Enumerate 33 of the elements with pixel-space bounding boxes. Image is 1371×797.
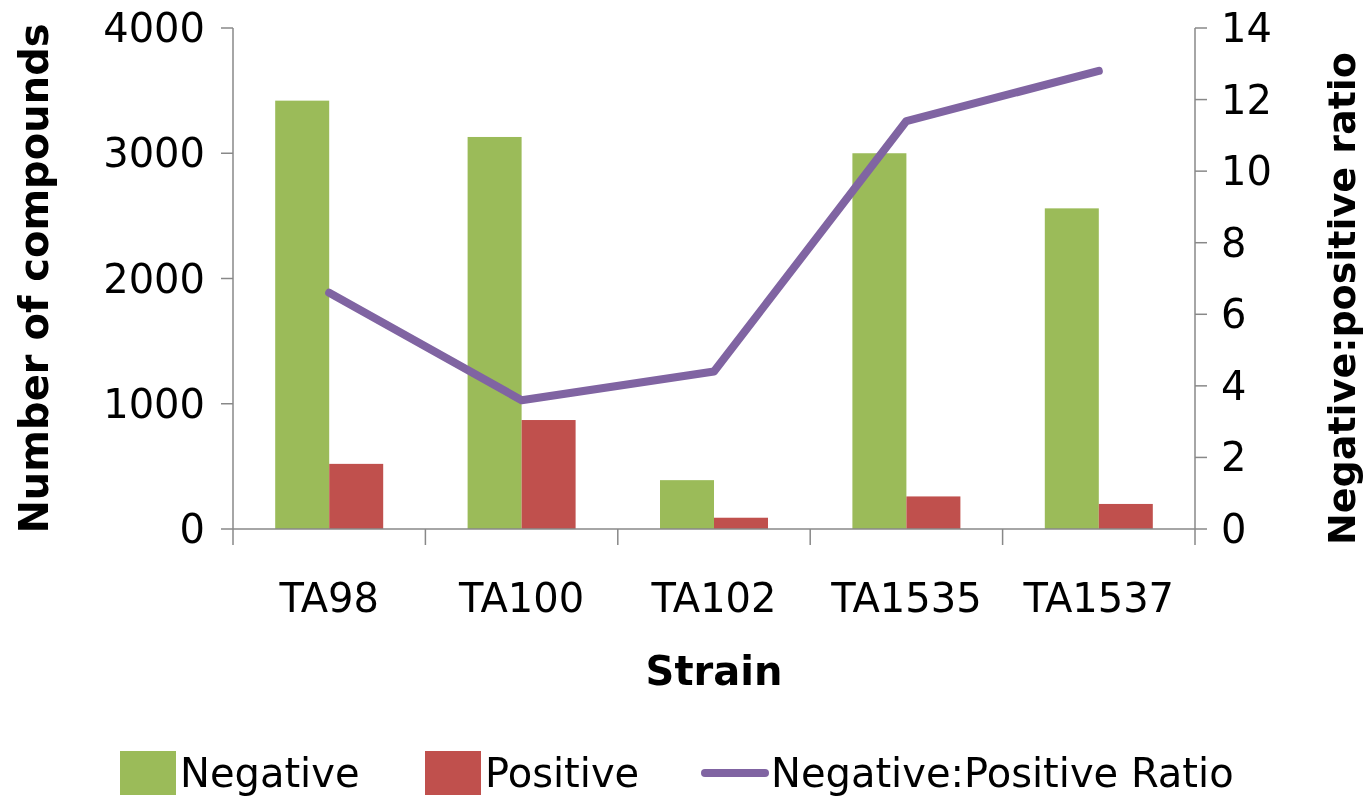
y-axis-title: Number of compounds xyxy=(11,23,57,534)
bar xyxy=(467,136,522,529)
legend-label: Negative xyxy=(180,750,360,796)
bar xyxy=(1044,208,1099,529)
bar xyxy=(329,463,384,529)
y2-tick-label: 12 xyxy=(1221,76,1272,123)
bar xyxy=(1098,503,1153,529)
y2-tick-label: 8 xyxy=(1221,219,1247,266)
legend-label: Positive xyxy=(485,750,640,796)
bar xyxy=(906,496,961,529)
x-tick-label: TA100 xyxy=(458,575,585,621)
y-tick-label: 0 xyxy=(179,506,205,552)
y2-tick-label: 14 xyxy=(1221,5,1272,51)
y2-axis-title: Negative:positive ratio xyxy=(1320,52,1364,545)
x-axis-title: Strain xyxy=(645,648,783,694)
x-tick-label: TA1537 xyxy=(1022,575,1175,621)
legend-label: Negative:Positive Ratio xyxy=(771,750,1234,796)
y2-tick-label: 10 xyxy=(1221,148,1272,195)
y2-tick-label: 6 xyxy=(1221,291,1247,338)
y2-tick-label: 4 xyxy=(1221,362,1247,409)
x-tick-label: TA102 xyxy=(650,575,777,621)
bar xyxy=(660,480,714,529)
bar xyxy=(521,420,576,529)
bar xyxy=(275,100,330,529)
x-tick-label: TA1535 xyxy=(830,575,982,621)
y-tick-label: 2000 xyxy=(103,255,205,302)
y2-tick-label: 2 xyxy=(1221,434,1247,481)
y-tick-label: 3000 xyxy=(103,130,205,177)
x-tick-label: TA98 xyxy=(278,575,379,621)
bar xyxy=(852,153,907,529)
y-tick-label: 4000 xyxy=(103,5,205,51)
y-tick-label: 1000 xyxy=(103,380,205,427)
y2-tick-label: 0 xyxy=(1221,506,1247,552)
